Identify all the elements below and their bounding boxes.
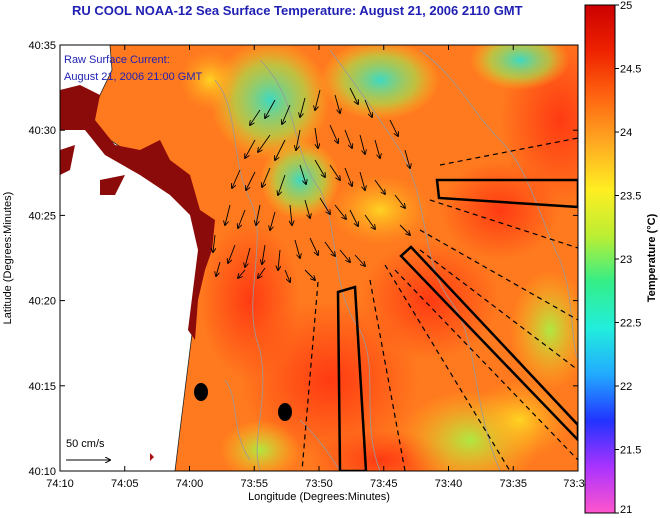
y-tick-label: 40:15: [28, 381, 56, 393]
y-tick-label: 40:10: [28, 466, 56, 478]
colorbar-tick-label: 21.5: [620, 445, 641, 457]
y-tick-label: 40:35: [28, 40, 56, 52]
x-tick-label: 73:3: [563, 478, 584, 490]
transect-lines: [301, 137, 578, 471]
bathymetry-contours: [214, 49, 578, 471]
colorbar-tick-label: 21: [620, 504, 632, 516]
scale-bar-label: 50 cm/s: [66, 438, 105, 450]
small-marker: [150, 453, 154, 461]
map-title: RU COOL NOAA-12 Sea Surface Temperature:…: [72, 3, 523, 18]
x-axis-label: Longitude (Degrees:Minutes): [248, 491, 390, 503]
x-tick-label: 73:55: [240, 478, 268, 490]
x-axis-ticks: 74:10 74:05 74:00 73:55 73:50 73:45 73:40 73:35…: [46, 45, 585, 490]
colorbar-tick-label: 25: [620, 0, 632, 12]
colorbar-tick-label: 24.5: [620, 64, 641, 76]
station-marker: [278, 403, 292, 421]
y-tick-label: 40:20: [28, 296, 56, 308]
y-axis-label: Latitude (Degrees:Minutes): [2, 192, 14, 325]
x-tick-label: 73:40: [435, 478, 463, 490]
y-axis-ticks: 40:35 40:30 40:25 40:20 40:15 40:10: [28, 40, 578, 478]
x-tick-label: 74:05: [111, 478, 139, 490]
station-marker: [194, 383, 208, 401]
colorbar: 25 24.5 24 23.5 23 22.5 22 21.5 21 Temperature (…: [584, 0, 658, 516]
annotation-line1: Raw Surface Current:: [64, 54, 170, 66]
colorbar-tick-label: 22.5: [620, 318, 641, 330]
x-tick-label: 74:00: [176, 478, 204, 490]
x-tick-label: 73:45: [370, 478, 398, 490]
surface-current-vectors: [213, 87, 410, 282]
colorbar-ramp: [584, 4, 616, 514]
x-tick-label: 73:50: [305, 478, 333, 490]
y-tick-label: 40:30: [28, 125, 56, 137]
annotation-line2: August 21, 2006 21:00 GMT: [64, 71, 202, 83]
colorbar-tick-label: 23.5: [620, 191, 641, 203]
colorbar-ticks: 25 24.5 24 23.5 23 22.5 22 21.5 21: [615, 0, 641, 516]
y-tick-label: 40:25: [28, 210, 56, 222]
colorbar-label: Temperature (°C): [646, 213, 658, 302]
x-tick-label: 73:35: [499, 478, 527, 490]
masked-nearshore: [60, 85, 215, 340]
colorbar-tick-label: 24: [620, 127, 632, 139]
colorbar-tick-label: 23: [620, 254, 632, 266]
sst-field: [60, 45, 578, 471]
colorbar-tick-label: 22: [620, 381, 632, 393]
x-tick-label: 74:10: [46, 478, 74, 490]
